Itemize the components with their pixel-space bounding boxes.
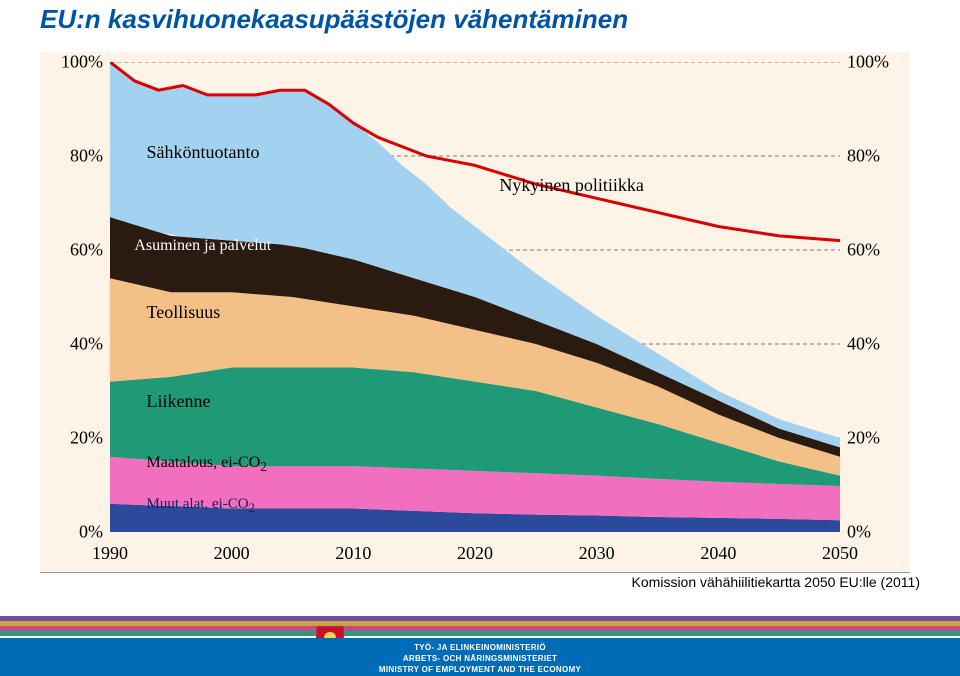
x-tick: 2040 [700, 543, 736, 564]
footer-stripe [0, 631, 960, 636]
source-caption: Komission vähähiilitiekartta 2050 EU:lle… [632, 574, 920, 590]
y-tick-right: 60% [847, 240, 902, 261]
x-tick: 1990 [92, 543, 128, 564]
x-tick: 2050 [822, 543, 858, 564]
y-tick-left: 40% [48, 334, 103, 355]
y-tick-left: 80% [48, 146, 103, 167]
y-tick-left: 60% [48, 240, 103, 261]
y-tick-left: 20% [48, 428, 103, 449]
y-tick-right: 80% [847, 146, 902, 167]
ministry-line: MINISTRY OF EMPLOYMENT AND THE ECONOMY [0, 664, 960, 675]
series-label: Teollisuus [147, 302, 221, 323]
ministry-line: TYÖ- JA ELINKEINOMINISTERIÖ [0, 642, 960, 653]
y-tick-left: 100% [48, 52, 103, 73]
x-tick: 2010 [335, 543, 371, 564]
ministry-label: TYÖ- JA ELINKEINOMINISTERIÖARBETS- OCH N… [0, 638, 960, 676]
footer: TYÖ- JA ELINKEINOMINISTERIÖARBETS- OCH N… [0, 616, 960, 676]
y-tick-right: 40% [847, 334, 902, 355]
ministry-line: ARBETS- OCH NÄRINGSMINISTERIET [0, 653, 960, 664]
series-label: Asuminen ja palvelut [134, 237, 271, 255]
series-label: Maatalous, ei-CO2 [147, 454, 267, 475]
y-tick-right: 100% [847, 52, 902, 73]
y-tick-right: 0% [847, 522, 902, 543]
x-tick: 2030 [579, 543, 615, 564]
footer-stripes [0, 616, 960, 636]
y-tick-right: 20% [847, 428, 902, 449]
x-tick: 2000 [214, 543, 250, 564]
x-tick: 2020 [457, 543, 493, 564]
page-title: EU:n kasvihuonekaasupäästöjen vähentämin… [40, 4, 628, 35]
series-label: Liikenne [147, 391, 211, 412]
slide-root: EU:n kasvihuonekaasupäästöjen vähentämin… [0, 0, 960, 676]
series-label: Muut alat, ei-CO2 [147, 496, 255, 516]
y-tick-left: 0% [48, 522, 103, 543]
series-label: Sähköntuotanto [147, 142, 260, 163]
series-label: Nykyinen politiikka [499, 175, 643, 196]
area-chart: 0% 0% 20% 20% 40% 40% 60% 60% 80% 80% 100% 100% 1990… [40, 52, 910, 573]
